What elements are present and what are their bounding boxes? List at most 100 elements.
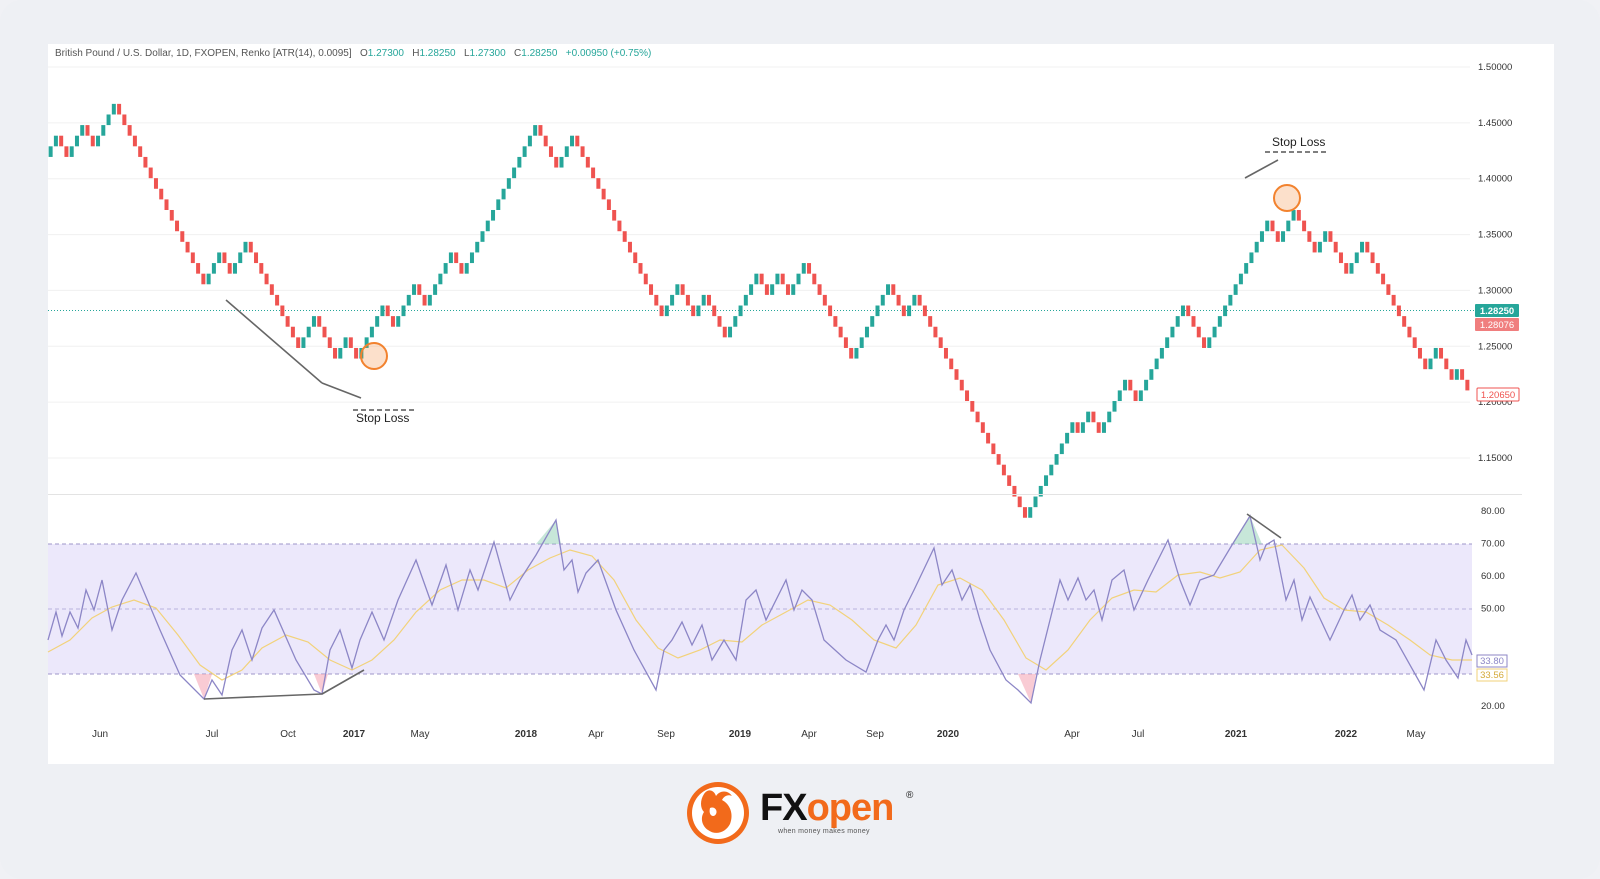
brand-tagline: when money makes money: [778, 828, 870, 835]
renko-brick-up: [217, 252, 222, 264]
price-tick-label: 1.35000: [1478, 230, 1512, 241]
rsi-annotations: [203, 513, 1282, 700]
time-tick-label: 2021: [1225, 729, 1248, 740]
renko-brick-up: [475, 241, 480, 253]
renko-brick-down: [949, 358, 954, 370]
renko-brick-down: [1128, 379, 1133, 391]
renko-brick-up: [512, 167, 517, 179]
renko-brick-down: [275, 294, 280, 306]
renko-brick-up: [701, 294, 706, 306]
renko-brick-down: [1022, 507, 1027, 518]
renko-brick-up: [1433, 347, 1438, 359]
renko-brick-up: [1086, 411, 1091, 423]
time-tick-label: Apr: [1064, 729, 1080, 740]
renko-brick-up: [412, 284, 417, 295]
renko-brick-up: [1223, 305, 1228, 317]
renko-brick-up: [1180, 305, 1185, 317]
renko-brick-down: [296, 337, 301, 348]
renko-brick-down: [996, 454, 1001, 465]
renko-brick-up: [859, 337, 864, 348]
brand-name-fx: FX: [760, 787, 808, 829]
renko-brick-up: [433, 284, 438, 295]
renko-brick-down: [817, 284, 822, 295]
open-label: O: [359, 48, 368, 59]
renko-brick-up: [1054, 454, 1059, 465]
renko-brick-down: [933, 326, 938, 338]
renko-brick-down: [1312, 241, 1317, 253]
renko-brick-up: [1117, 390, 1122, 402]
renko-brick-down: [1444, 358, 1449, 370]
renko-brick-up: [675, 284, 680, 295]
renko-brick-up: [96, 135, 101, 147]
renko-brick-down: [285, 316, 290, 327]
renko-brick-up: [469, 252, 474, 264]
bull-emblem-icon: [687, 782, 749, 844]
renko-brick-down: [1012, 485, 1017, 497]
renko-brick-up: [1212, 326, 1217, 338]
renko-brick-down: [959, 379, 964, 391]
renko-brick-down: [1275, 231, 1280, 242]
renko-brick-up: [101, 125, 106, 136]
renko-brick-down: [601, 188, 606, 200]
renko-brick-up: [517, 156, 522, 168]
renko-brick-down: [269, 284, 274, 295]
renko-brick-down: [254, 252, 259, 264]
renko-brick-down: [1007, 475, 1012, 486]
renko-brick-down: [1375, 263, 1380, 274]
renko-brick-down: [606, 199, 611, 210]
renko-brick-up: [1238, 273, 1243, 285]
renko-brick-down: [785, 284, 790, 295]
renko-brick-down: [1439, 347, 1444, 359]
renko-brick-down: [980, 422, 985, 433]
renko-brick-down: [459, 263, 464, 274]
renko-brick-down: [132, 135, 137, 147]
renko-brick-down: [591, 167, 596, 179]
renko-brick-down: [422, 294, 427, 306]
divergence-line-1: [225, 299, 323, 384]
renko-brick-up: [480, 231, 485, 242]
price-tick-label: 1.25000: [1478, 341, 1512, 352]
renko-brick-up: [211, 263, 216, 274]
renko-brick-up: [770, 284, 775, 295]
renko-brick-up: [564, 146, 569, 157]
renko-brick-down: [685, 294, 690, 306]
renko-brick-up: [870, 316, 875, 327]
renko-brick-down: [764, 284, 769, 295]
renko-brick-up: [1286, 220, 1291, 232]
renko-brick-down: [833, 316, 838, 327]
renko-brick-down: [417, 284, 422, 295]
renko-brick-down: [627, 241, 632, 253]
renko-brick-down: [317, 316, 322, 327]
renko-brick-up: [1028, 507, 1033, 518]
renko-brick-up: [1123, 379, 1128, 391]
renko-brick-down: [938, 337, 943, 348]
renko-brick-down: [722, 326, 727, 338]
renko-brick-down: [180, 231, 185, 242]
renko-brick-down: [975, 411, 980, 423]
time-tick-label: May: [1407, 729, 1426, 740]
low-value: 1.27300: [469, 48, 506, 59]
renko-brick-down: [169, 209, 174, 221]
price-tick-label: 1.40000: [1478, 174, 1512, 185]
renko-brick-up: [1254, 241, 1259, 253]
renko-brick-down: [454, 252, 459, 264]
renko-brick-down: [1001, 464, 1006, 476]
renko-brick-down: [1091, 411, 1096, 423]
renko-brick-up: [491, 209, 496, 221]
secondary-price-tag: 1.28076: [1475, 318, 1519, 331]
rsi-pane: 80.00 70.00 60.00 50.00 20.00 33.80 33.56: [47, 506, 1508, 712]
renko-brick-down: [780, 273, 785, 285]
renko-brick-down: [1423, 358, 1428, 370]
renko-brick-up: [311, 316, 316, 327]
renko-brick-down: [1075, 422, 1080, 433]
rsi-tick-label: 20.00: [1481, 701, 1505, 712]
renko-brick-up: [907, 305, 912, 317]
rsi-ma-line: [47, 544, 1472, 681]
renko-brick-down: [807, 263, 812, 274]
renko-brick-down: [322, 326, 327, 338]
renko-brick-down: [185, 241, 190, 253]
renko-brick-up: [1349, 263, 1354, 274]
renko-brick-down: [680, 284, 685, 295]
renko-brick-up: [522, 146, 527, 157]
